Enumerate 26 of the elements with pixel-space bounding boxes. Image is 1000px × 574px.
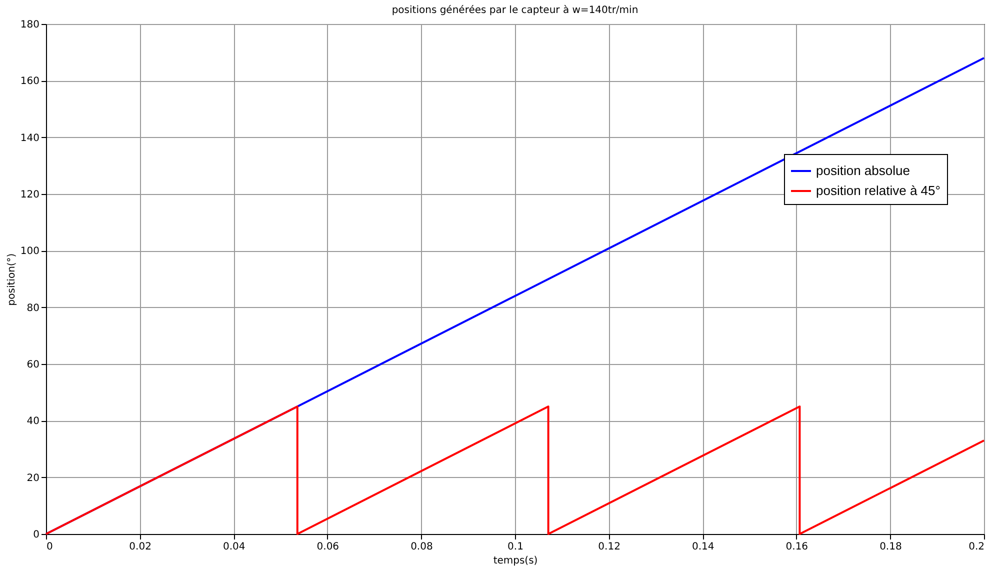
y-tick-label: 0 xyxy=(33,530,40,540)
y-tick-label: 40 xyxy=(26,416,40,428)
y-axis-title: position(°) xyxy=(6,253,18,306)
x-tick-label: 0.16 xyxy=(786,542,808,552)
x-axis-title: temps(s) xyxy=(493,556,538,566)
x-tick-label: 0.18 xyxy=(880,542,902,552)
legend-label: position relative à 45° xyxy=(816,183,940,198)
x-tick-label: 0.1 xyxy=(508,542,524,552)
x-tick-label: 0.2 xyxy=(968,542,984,552)
x-tick-label: 0 xyxy=(46,542,53,552)
y-tick-label: 180 xyxy=(20,20,40,30)
x-tick-label: 0.12 xyxy=(598,542,620,552)
y-tick-label: 80 xyxy=(26,302,40,314)
y-tick-label: 160 xyxy=(20,76,40,88)
y-tick-label: 120 xyxy=(20,190,40,200)
legend-label: position absolue xyxy=(816,163,910,178)
x-tick-label: 0.08 xyxy=(410,542,433,552)
x-tick-label: 0.02 xyxy=(129,542,152,552)
x-tick-label: 0.14 xyxy=(692,542,714,552)
y-tick-label: 20 xyxy=(26,472,40,484)
y-tick-label: 140 xyxy=(20,132,40,144)
y-tick-label: 60 xyxy=(26,360,40,370)
x-tick-label: 0.06 xyxy=(316,542,340,552)
x-tick-label: 0.04 xyxy=(222,542,246,552)
chart-title: positions générées par le capteur à w=140tr/min xyxy=(392,5,638,16)
y-tick-label: 100 xyxy=(20,246,40,258)
